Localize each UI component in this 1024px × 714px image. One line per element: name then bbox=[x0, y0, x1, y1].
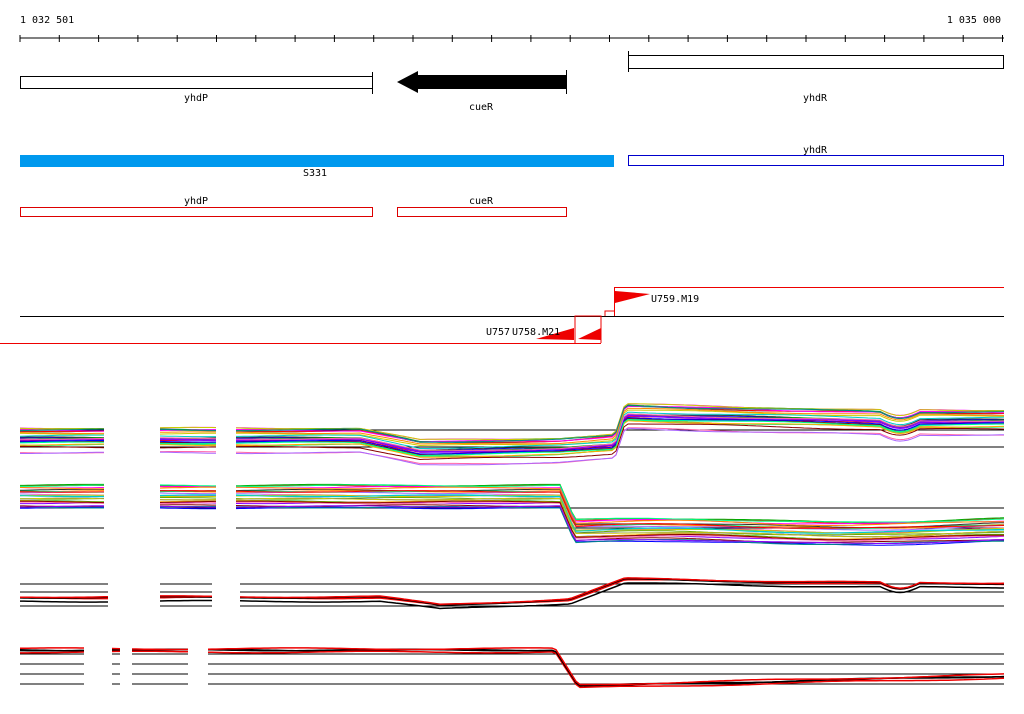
expression-series-line bbox=[19, 497, 1004, 538]
gene-yhdR-label: yhdR bbox=[803, 93, 828, 104]
expression-series-line bbox=[20, 486, 1004, 526]
expression-series-line bbox=[19, 407, 1004, 445]
segment-track: S331 yhdR bbox=[20, 145, 1004, 179]
segment-S331-label: S331 bbox=[303, 168, 327, 179]
gene-cueR-label: cueR bbox=[469, 102, 494, 113]
expression-panel-3 bbox=[19, 577, 1005, 610]
tss-small-step bbox=[604, 310, 614, 316]
expression-series-line bbox=[20, 500, 1004, 541]
tss-track: U759.M19 U757 U758.M21 bbox=[0, 287, 1004, 344]
tss-U757-label: U757 bbox=[486, 327, 510, 338]
annotation-track: yhdP cueR yhdR bbox=[20, 51, 1004, 113]
transcript-cueR-box[interactable] bbox=[397, 207, 567, 217]
gene-cueR-arrow[interactable] bbox=[397, 71, 566, 93]
expression-series-line bbox=[20, 577, 1005, 605]
tss-U758-marker[interactable] bbox=[578, 328, 601, 340]
expression-panel-2 bbox=[19, 483, 1005, 546]
expression-series-line bbox=[19, 404, 1005, 443]
gene-yhdR-box[interactable] bbox=[628, 55, 1004, 69]
expression-panels bbox=[19, 403, 1005, 689]
expression-series-line bbox=[20, 427, 1005, 466]
expression-series-line bbox=[19, 490, 1005, 529]
tss-U758-label: U758.M21 bbox=[512, 327, 560, 338]
expression-series-line bbox=[20, 582, 1004, 610]
expression-series-line bbox=[19, 647, 1005, 686]
expression-panel-1 bbox=[19, 403, 1005, 466]
expression-panel-4 bbox=[19, 647, 1005, 689]
transcript-yhdP-label: yhdP bbox=[184, 196, 208, 207]
expression-series-line bbox=[20, 427, 1004, 465]
expression-series-line bbox=[19, 494, 1004, 534]
expression-series-line bbox=[19, 416, 1004, 455]
expression-series-line bbox=[19, 413, 1005, 451]
segment-yhdR-label: yhdR bbox=[803, 145, 828, 156]
expression-series-line bbox=[20, 501, 1004, 542]
segment-yhdR-box[interactable] bbox=[628, 155, 1004, 166]
expression-series-line bbox=[20, 484, 1005, 523]
gene-yhdP-box[interactable] bbox=[20, 76, 373, 89]
transcript-yhdP-box[interactable] bbox=[20, 207, 373, 217]
expression-series-line bbox=[20, 648, 1005, 687]
expression-series-line bbox=[19, 423, 1005, 461]
ruler-start-label: 1 032 501 bbox=[20, 15, 74, 26]
ruler-end-label: 1 035 000 bbox=[947, 15, 1001, 26]
tss-U759-marker[interactable] bbox=[615, 291, 650, 303]
expression-series-line bbox=[19, 411, 1005, 449]
transcript-cueR-label: cueR bbox=[469, 196, 494, 207]
expression-series-line bbox=[20, 418, 1004, 457]
expression-series-line bbox=[20, 650, 1005, 689]
ruler-ticks bbox=[19, 35, 1003, 42]
segment-S331-bar[interactable] bbox=[20, 155, 614, 167]
expression-series-line bbox=[19, 497, 1005, 538]
coordinate-ruler: 1 032 501 1 035 000 bbox=[19, 15, 1004, 42]
expression-series-line bbox=[19, 505, 1005, 544]
transcript-track: yhdP cueR bbox=[20, 196, 567, 217]
tss-U757-marker[interactable] bbox=[536, 328, 574, 340]
gene-yhdP-label: yhdP bbox=[184, 93, 208, 104]
tss-U759-label: U759.M19 bbox=[651, 294, 699, 305]
